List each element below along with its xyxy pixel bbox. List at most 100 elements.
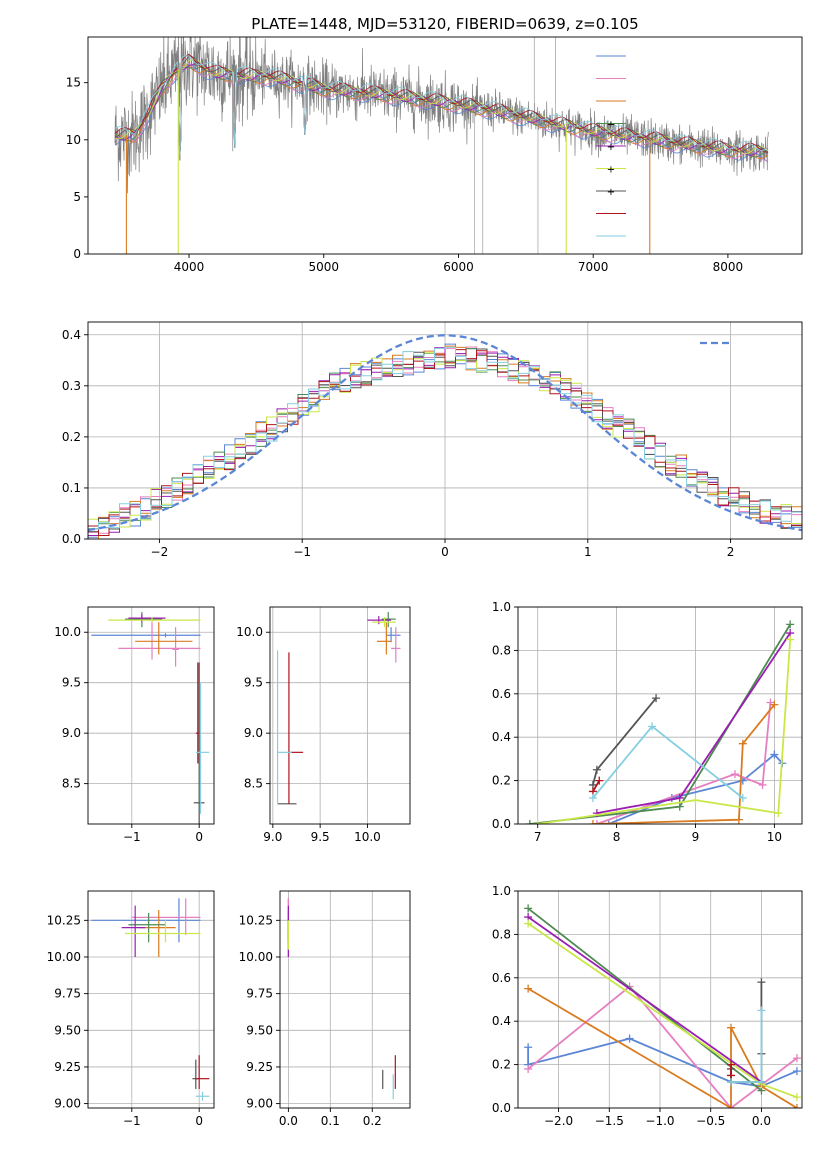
weight-marker-salpeter-stelib — [595, 776, 604, 785]
y-tick-label: 9.50 — [246, 1023, 273, 1037]
y-tick-label: 0.4 — [62, 328, 81, 342]
plot-area — [88, 334, 802, 539]
axes-frame — [279, 890, 411, 1109]
weight-line-salpeter-stelib — [592, 780, 601, 792]
x-tick-label: 1 — [584, 545, 592, 559]
weight-line-kroupa-miles — [592, 704, 776, 824]
spectrum-panel: 4000 5000 6000 7000 8000 0 5 10 15 + + + + — [66, 36, 803, 274]
y-tick-label: 9.0 — [244, 726, 263, 740]
y-tick-label: 8.5 — [244, 777, 263, 791]
plot-area — [524, 904, 801, 1108]
x-tick-label: −1 — [123, 1114, 141, 1128]
weight-marker-chabrier-miles — [604, 820, 613, 824]
legend-marker-salpeter-elodie: + — [607, 142, 615, 153]
axes-frame — [87, 36, 803, 255]
y-tick-label: 9.75 — [54, 987, 81, 1001]
data-spectrum — [114, 37, 769, 194]
axes-frame — [269, 606, 411, 825]
x-tick-label: 0.2 — [363, 1114, 382, 1128]
weight-marker-chabrier-elodie — [786, 620, 795, 629]
model-spectrum-kroupa-stelib — [114, 55, 769, 161]
weight-marker-kroupa-stelib — [738, 793, 747, 802]
weight-marker-kroupa-miles — [524, 984, 533, 993]
y-tick-label: 0.2 — [492, 774, 511, 788]
weight-marker-kroupa-stelib — [757, 1077, 766, 1086]
weight-line-kroupa-elodie — [537, 639, 792, 824]
weight-marker-kroupa-elodie — [691, 796, 700, 805]
x-tick-label: 5000 — [308, 260, 339, 274]
x-tick-label: 9 — [692, 830, 700, 844]
weight-marker-chabrier-miles — [770, 750, 779, 759]
weight-marker-kroupa-stelib — [588, 793, 597, 802]
weight-marker-kroupa-miles — [734, 815, 743, 824]
y-tick-label: 0.8 — [492, 643, 511, 657]
legend-marker-chabrier-stelib: + — [607, 187, 615, 198]
x-tick-label: −2.0 — [544, 1114, 573, 1128]
y-tick-label: 0 — [73, 247, 81, 261]
weight-marker-kroupa-stelib — [648, 722, 657, 731]
y-tick-label: 0.4 — [492, 1014, 511, 1028]
x-tick-label: −1.5 — [595, 1114, 624, 1128]
weight-marker-kroupa-elodie — [786, 635, 795, 644]
y-tick-label: 9.00 — [246, 1097, 273, 1111]
axes-frame — [517, 606, 803, 825]
weight-line-kroupa-miles — [527, 987, 798, 1108]
y-tick-label: 0.2 — [62, 430, 81, 444]
y-tick-label: 9.25 — [54, 1060, 81, 1074]
y-tick-label: 0.3 — [62, 379, 81, 393]
plot-area — [91, 612, 210, 824]
weight-marker-chabrier-elodie — [524, 904, 533, 913]
y-tick-label: 0.0 — [62, 532, 81, 546]
x-tick-label: 0.1 — [321, 1114, 340, 1128]
age-vs-mass-panel: 9.0 9.5 10.0 8.5 9.0 9.5 10.0 — [236, 606, 411, 844]
mass-weight-vs-age-panel: 7 8 9 10 0.0 0.2 0.4 0.6 0.8 1.0 — [492, 600, 803, 844]
weight-marker-salpeter-miles — [524, 1064, 533, 1073]
model-spectrum-kroupa-miles — [114, 64, 769, 161]
weight-marker-kroupa-stelib — [727, 1077, 735, 1086]
x-tick-label: 4000 — [174, 260, 205, 274]
histogram-kroupa-stelib — [88, 346, 802, 530]
y-tick-label: 10.00 — [239, 950, 273, 964]
mass-vs-metallicity-panel: −1 0 9.00 9.25 9.50 9.75 10.00 10.25 — [47, 890, 215, 1128]
weight-line-chabrier-elodie — [529, 623, 791, 824]
model-spectrum-salpeter-stelib — [114, 54, 769, 161]
y-tick-label: 0.6 — [492, 687, 511, 701]
y-tick-label: 8.5 — [62, 777, 81, 791]
weight-marker-salpeter-miles — [730, 770, 739, 779]
x-tick-label: 7000 — [578, 260, 609, 274]
weight-marker-kroupa-stelib — [757, 1006, 766, 1015]
x-tick-label: 9.0 — [263, 830, 282, 844]
plot-area — [287, 898, 396, 1100]
weight-marker-salpeter-miles — [592, 820, 601, 824]
y-tick-label: 0.1 — [62, 481, 81, 495]
axes-frame — [87, 890, 215, 1109]
y-tick-label: 10.25 — [239, 913, 273, 927]
model-spectrum-salpeter-elodie — [114, 62, 769, 161]
y-tick-label: 9.50 — [54, 1023, 81, 1037]
weight-marker-chabrier-miles — [524, 1043, 533, 1052]
y-tick-label: 10 — [66, 133, 81, 147]
y-tick-label: 10.0 — [236, 625, 263, 639]
legend-marker-chabrier-elodie: + — [607, 120, 615, 131]
weight-marker-kroupa-miles — [792, 1104, 801, 1108]
weight-marker-salpeter-miles — [792, 1054, 801, 1063]
plot-area — [276, 612, 401, 805]
mass-weight-vs-metallicity-panel: −2.0 −1.5 −1.0 −0.5 0.0 0.0 0.2 0.4 0.6 0.8 1.0 — [492, 884, 803, 1128]
weight-marker-kroupa-miles — [727, 1023, 735, 1032]
weight-marker-kroupa-miles — [588, 820, 597, 824]
y-tick-label: 10.00 — [47, 950, 81, 964]
weight-marker-kroupa-elodie — [524, 919, 533, 928]
y-tick-label: 10.0 — [54, 625, 81, 639]
y-tick-label: 0.2 — [492, 1058, 511, 1072]
weight-line-kroupa-elodie — [527, 922, 798, 1099]
weight-line-chabrier-stelib — [592, 697, 657, 786]
y-tick-label: 1.0 — [492, 884, 511, 898]
x-tick-label: 2 — [727, 545, 735, 559]
y-tick-label: 0.4 — [492, 730, 511, 744]
weight-marker-salpeter-elodie — [675, 793, 684, 802]
y-tick-label: 9.5 — [62, 676, 81, 690]
y-tick-label: 5 — [73, 190, 81, 204]
weight-line-salpeter-elodie — [596, 632, 791, 814]
y-tick-label: 10.25 — [47, 913, 81, 927]
weight-marker-kroupa-miles — [738, 739, 747, 748]
